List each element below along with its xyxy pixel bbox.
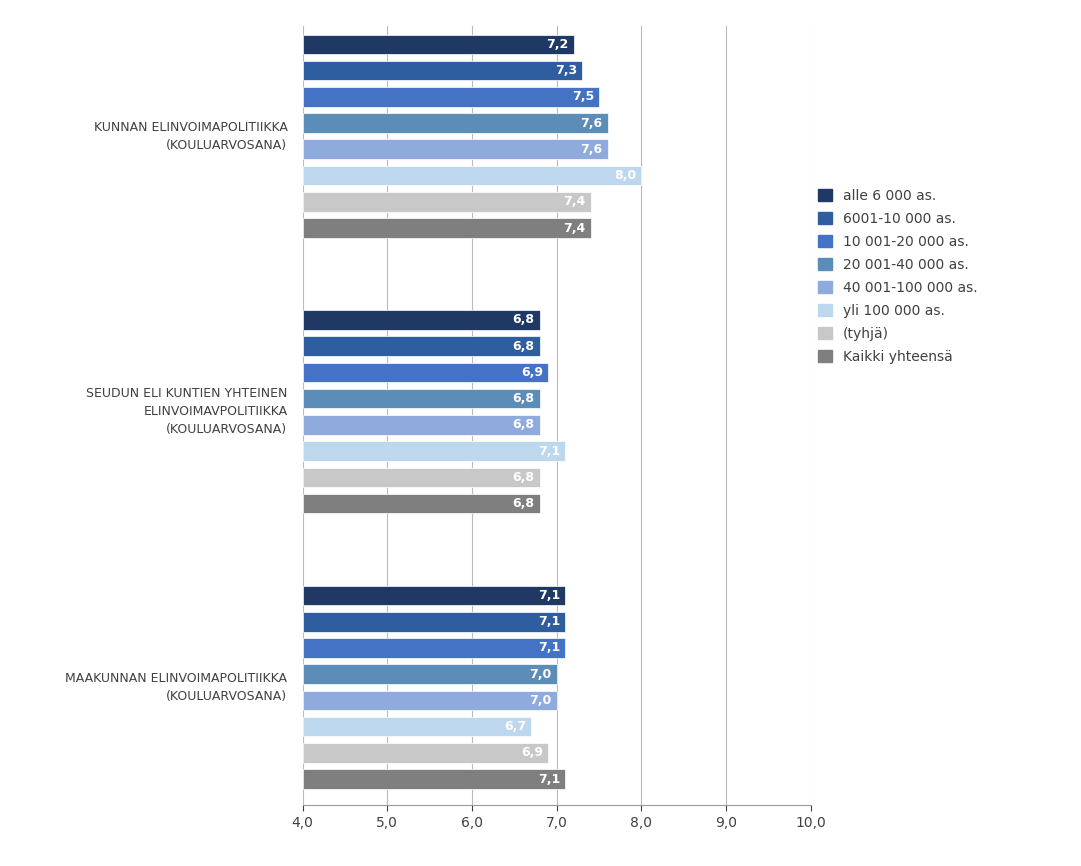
Text: 7,0: 7,0 xyxy=(530,694,551,707)
Text: 7,5: 7,5 xyxy=(572,90,593,103)
Bar xyxy=(303,218,590,238)
Bar xyxy=(303,494,539,514)
Text: 7,2: 7,2 xyxy=(546,38,569,51)
Legend: alle 6 000 as., 6001-10 000 as., 10 001-20 000 as., 20 001-40 000 as., 40 001-10: alle 6 000 as., 6001-10 000 as., 10 001-… xyxy=(817,189,977,364)
Text: 6,9: 6,9 xyxy=(521,746,543,759)
Bar xyxy=(303,389,539,409)
Bar xyxy=(303,113,608,132)
Text: 6,7: 6,7 xyxy=(504,721,526,734)
Bar xyxy=(303,415,539,435)
Text: 6,8: 6,8 xyxy=(512,313,535,326)
Text: 6,8: 6,8 xyxy=(512,471,535,484)
Text: 7,1: 7,1 xyxy=(538,772,560,785)
Text: 7,1: 7,1 xyxy=(538,589,560,602)
Text: 7,3: 7,3 xyxy=(555,64,577,77)
Bar xyxy=(303,664,557,684)
Bar xyxy=(303,585,565,605)
Text: 6,8: 6,8 xyxy=(512,339,535,352)
Bar xyxy=(303,35,574,55)
Bar xyxy=(303,87,599,107)
Text: 8,0: 8,0 xyxy=(614,169,637,182)
Bar xyxy=(303,310,539,330)
Text: 7,1: 7,1 xyxy=(538,444,560,457)
Text: 6,9: 6,9 xyxy=(521,365,543,379)
Bar xyxy=(303,336,539,356)
Text: KUNNAN ELINVOIMAPOLITIIKKA
(KOULUARVOSANA): KUNNAN ELINVOIMAPOLITIIKKA (KOULUARVOSAN… xyxy=(94,120,288,152)
Text: MAAKUNNAN ELINVOIMAPOLITIIKKA
(KOULUARVOSANA): MAAKUNNAN ELINVOIMAPOLITIIKKA (KOULUARVO… xyxy=(66,672,288,703)
Text: 6,8: 6,8 xyxy=(512,418,535,431)
Text: 7,4: 7,4 xyxy=(563,222,586,235)
Bar xyxy=(303,769,565,789)
Text: 7,4: 7,4 xyxy=(563,196,586,209)
Bar xyxy=(303,442,565,461)
Text: 7,1: 7,1 xyxy=(538,642,560,655)
Text: 6,8: 6,8 xyxy=(512,497,535,510)
Text: 7,6: 7,6 xyxy=(580,143,602,156)
Bar xyxy=(303,61,583,81)
Bar xyxy=(303,363,548,382)
Bar xyxy=(303,690,557,710)
Bar xyxy=(303,165,641,185)
Bar xyxy=(303,717,532,736)
Text: SEUDUN ELI KUNTIEN YHTEINEN
ELINVOIMAVPOLITIIKKA
(KOULUARVOSANA): SEUDUN ELI KUNTIEN YHTEINEN ELINVOIMAVPO… xyxy=(86,387,288,436)
Text: 7,6: 7,6 xyxy=(580,117,602,130)
Bar xyxy=(303,743,548,763)
Bar xyxy=(303,468,539,488)
Bar xyxy=(303,139,608,159)
Bar xyxy=(303,638,565,658)
Text: 7,1: 7,1 xyxy=(538,615,560,628)
Bar xyxy=(303,612,565,631)
Bar xyxy=(303,192,590,211)
Text: 7,0: 7,0 xyxy=(530,668,551,681)
Text: 6,8: 6,8 xyxy=(512,392,535,405)
